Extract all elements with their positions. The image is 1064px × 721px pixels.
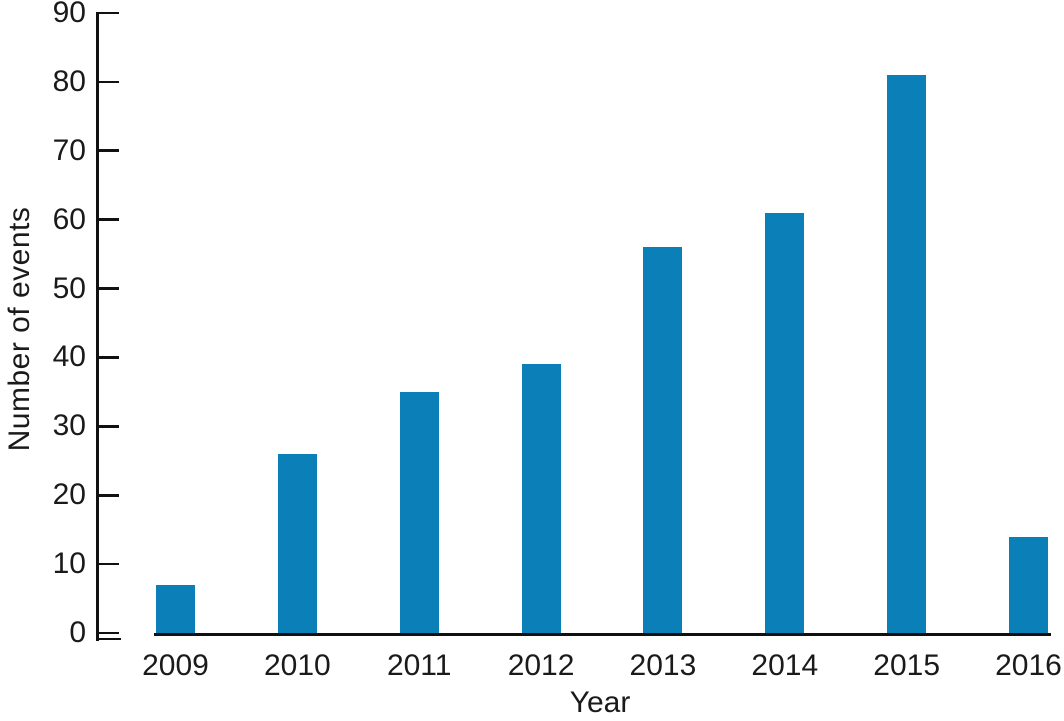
y-tick-mark (98, 11, 119, 15)
y-tick-mark (98, 287, 119, 290)
y-tick-mark (98, 631, 119, 635)
y-tick-mark (98, 562, 119, 566)
y-axis-foot (96, 637, 121, 641)
bar-2009 (156, 584, 195, 633)
y-tick-label: 10 (52, 547, 86, 581)
y-tick-label: 30 (52, 409, 86, 443)
y-tick-label: 20 (52, 478, 86, 512)
bar-2012 (521, 364, 561, 633)
x-tick-label-2015: 2015 (873, 649, 941, 682)
x-axis-title: Year (569, 686, 631, 719)
y-tick-label: 50 (52, 271, 86, 305)
bar-2013 (643, 247, 683, 633)
x-tick-label-2013: 2013 (629, 649, 697, 682)
x-tick-label-2014: 2014 (751, 649, 819, 682)
y-tick-mark (98, 149, 119, 153)
x-tick-label-2009: 2009 (142, 649, 209, 682)
y-tick-label: 60 (52, 202, 86, 236)
y-tick-mark (98, 425, 119, 428)
y-tick-mark (98, 356, 119, 359)
y-tick-label: 0 (69, 616, 86, 649)
x-axis-line (154, 632, 1051, 637)
x-tick-label-2012: 2012 (507, 649, 575, 682)
y-tick-label: 40 (52, 340, 86, 374)
y-tick-mark (98, 218, 119, 221)
x-tick-label-2011: 2011 (386, 649, 452, 682)
x-tick-label-2016: 2016 (995, 649, 1062, 682)
y-tick-mark (98, 493, 119, 497)
y-tick-mark (98, 80, 119, 84)
y-tick-label: 80 (52, 64, 86, 98)
x-tick-label-2010: 2010 (263, 649, 331, 682)
y-tick-label: 70 (52, 133, 86, 167)
bar-2016 (1008, 536, 1048, 633)
y-tick-label: 90 (52, 0, 86, 29)
bar-2010 (277, 453, 317, 633)
bar-2014 (765, 212, 805, 633)
bar-2011 (399, 391, 439, 633)
bar-2015 (887, 75, 927, 633)
y-axis-line (96, 12, 99, 641)
